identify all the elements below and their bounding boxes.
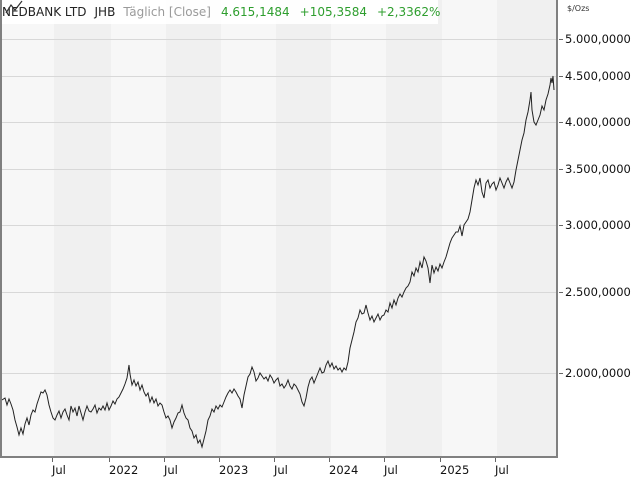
x-tick: 2022 bbox=[109, 458, 138, 477]
x-tick: Jul bbox=[274, 458, 288, 477]
price-line bbox=[2, 75, 555, 449]
y-tick: 2.000,0000 bbox=[559, 366, 631, 380]
x-tick: Jul bbox=[164, 458, 178, 477]
line-chart-icon bbox=[5, 0, 23, 14]
gridlines bbox=[2, 39, 556, 374]
x-tick: Jul bbox=[384, 458, 398, 477]
y-axis-unit: $/Ozs bbox=[567, 4, 590, 13]
price-chart bbox=[2, 0, 556, 456]
y-tick: 2.500,0000 bbox=[559, 285, 631, 299]
y-tick: 3.000,0000 bbox=[559, 218, 631, 232]
x-tick: Jul bbox=[52, 458, 66, 477]
x-tick: 2024 bbox=[329, 458, 358, 477]
y-tick: 5.000,0000 bbox=[559, 32, 631, 46]
exchange-label: JHB bbox=[94, 5, 116, 19]
background-bands bbox=[54, 0, 556, 456]
chart-plot-area[interactable]: NEDBANK LTD JHB Täglich [Close] 4.615,14… bbox=[0, 0, 558, 458]
y-axis: $/Ozs 5.000,0000 4.500,0000 4.000,0000 3… bbox=[558, 0, 640, 458]
y-tick: 4.500,0000 bbox=[559, 69, 631, 83]
last-price: 4.615,1484 bbox=[220, 5, 290, 19]
price-change: +105,3584 bbox=[299, 5, 367, 19]
chart-legend: NEDBANK LTD JHB Täglich [Close] 4.615,14… bbox=[2, 0, 441, 24]
x-tick: 2025 bbox=[440, 458, 469, 477]
x-axis: Jul 2022 Jul 2023 Jul 2024 Jul 2025 Jul bbox=[0, 458, 558, 480]
interval-label: Täglich [Close] bbox=[123, 5, 211, 19]
instrument-name: NEDBANK LTD bbox=[2, 5, 87, 19]
price-change-percent: +2,3362% bbox=[376, 5, 441, 19]
y-tick: 3.500,0000 bbox=[559, 162, 631, 176]
x-tick: Jul bbox=[495, 458, 509, 477]
y-tick: 4.000,0000 bbox=[559, 115, 631, 129]
x-tick: 2023 bbox=[219, 458, 248, 477]
